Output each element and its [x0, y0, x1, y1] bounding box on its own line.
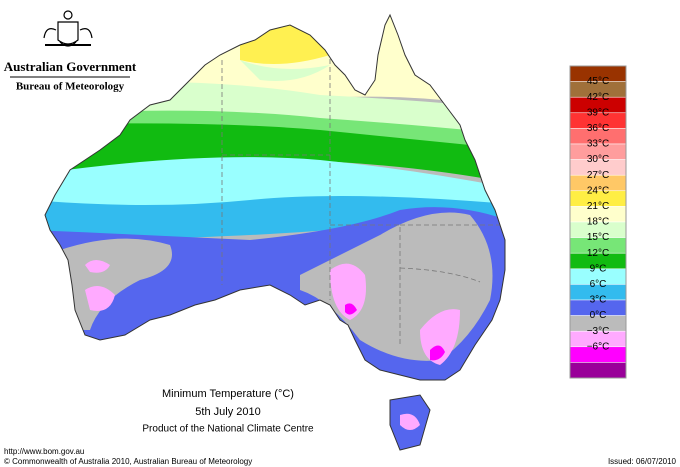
map-date: 5th July 2010	[195, 406, 260, 418]
legend-label: 9°C	[590, 263, 607, 274]
footer-url: http://www.bom.gov.au	[4, 447, 84, 456]
legend-label: 15°C	[587, 232, 609, 243]
legend-label: 3°C	[590, 295, 607, 306]
header-title: Australian Government	[4, 59, 137, 74]
header-subtitle: Bureau of Meteorology	[16, 81, 125, 93]
legend-label: 39°C	[587, 107, 609, 118]
map-product: Product of the National Climate Centre	[142, 424, 314, 435]
legend-label: 21°C	[587, 201, 609, 212]
footer-issued: Issued: 06/07/2010	[608, 457, 677, 466]
legend-label: −3°C	[587, 326, 610, 337]
legend-label: 33°C	[587, 139, 609, 150]
legend-label: 12°C	[587, 248, 609, 259]
coastline	[44, 13, 506, 451]
footer-copyright: © Commonwealth of Australia 2010, Austra…	[4, 457, 252, 466]
legend-label: 0°C	[590, 310, 607, 321]
crest	[43, 10, 93, 47]
legend-label: 24°C	[587, 185, 609, 196]
legend-label: 42°C	[587, 92, 609, 103]
legend-swatch	[569, 362, 627, 379]
legend-label: 27°C	[587, 170, 609, 181]
legend-label: 6°C	[590, 279, 607, 290]
legend-label: 30°C	[587, 154, 609, 165]
legend-frame	[569, 65, 627, 379]
legend-label: −6°C	[587, 341, 610, 352]
legend-label: 18°C	[587, 217, 609, 228]
map-title: Minimum Temperature (°C)	[162, 388, 294, 400]
legend: 45°C 42°C 39°C 36°C 33°C 30°C 27°C 24°C 21°C 18°C…	[569, 65, 627, 379]
legend-label: 45°C	[587, 76, 609, 87]
legend-label: 36°C	[587, 123, 609, 134]
